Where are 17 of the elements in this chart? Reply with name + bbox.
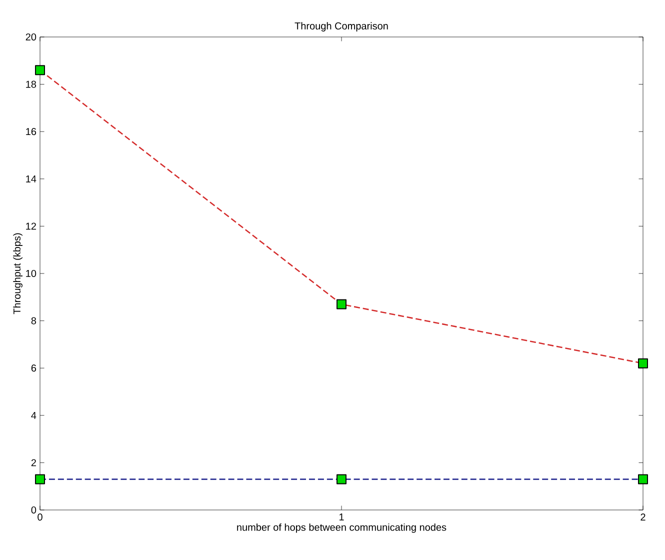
y-axis-title: Throughput (kbps) [13,233,22,314]
x-tick-label: 1 [339,514,344,520]
y-tick-label: 6 [31,364,36,372]
y-tick-label: 4 [31,412,36,419]
y-tick-label: 18 [26,80,36,88]
y-tick-label: 16 [26,128,36,136]
y-tick-label: 2 [31,459,36,466]
y-tick-label: 0 [31,506,36,514]
y-tick-label: 12 [26,222,36,230]
y-tick-label: 20 [26,33,36,41]
y-tick-label: 10 [26,270,36,278]
x-tick-label: 2 [640,514,646,520]
y-tick-label: 8 [31,317,36,324]
x-tick-label: 0 [38,514,42,521]
chart-title: Through Comparison [294,22,388,32]
x-axis-title: number of hops between communicating nodes [237,523,446,533]
y-tick-label: 14 [26,175,36,182]
